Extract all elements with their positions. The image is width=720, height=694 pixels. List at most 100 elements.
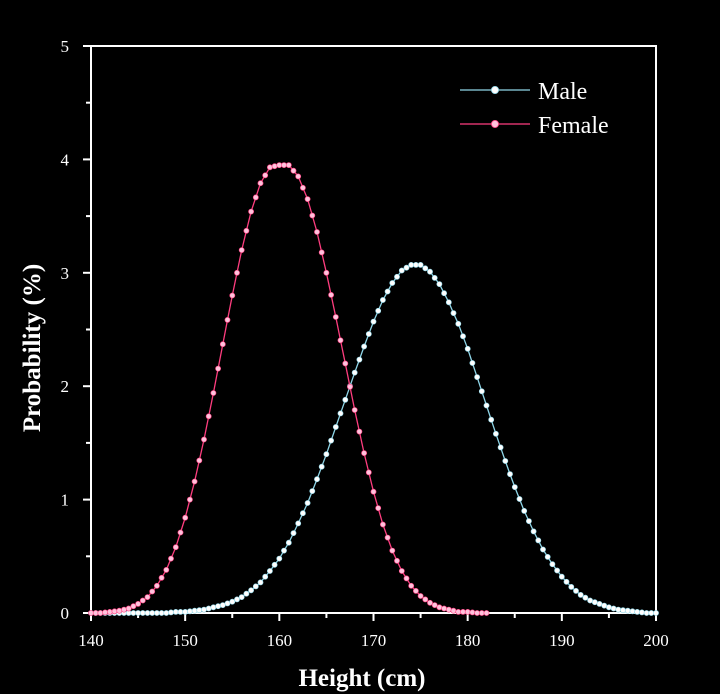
data-point-male: [224, 600, 231, 607]
data-point-female: [196, 457, 203, 464]
data-point-male: [417, 261, 424, 268]
data-point-female: [266, 164, 273, 171]
data-point-male: [375, 307, 382, 314]
data-point-female: [252, 194, 259, 201]
data-point-male: [620, 607, 626, 614]
x-tick-label: 190: [549, 631, 575, 650]
data-point-female: [417, 593, 424, 599]
data-point-female: [290, 167, 297, 174]
data-point-male: [389, 280, 396, 286]
legend: Male Female: [460, 79, 609, 139]
data-point-male: [304, 500, 311, 506]
data-point-male: [436, 281, 443, 287]
data-point-female: [144, 594, 151, 600]
data-point-male: [624, 607, 631, 614]
data-point-female: [102, 609, 108, 616]
data-point-male: [384, 288, 391, 295]
data-point-male: [248, 587, 254, 594]
data-point-female: [304, 196, 311, 202]
data-point-female: [356, 428, 363, 435]
data-point-male: [577, 592, 584, 598]
data-point-male: [168, 609, 174, 616]
data-point-male: [351, 369, 358, 376]
data-point-female: [111, 608, 118, 615]
y-tick-label: 2: [61, 377, 70, 396]
data-point-female: [441, 605, 447, 612]
x-tick-label: 180: [455, 631, 481, 650]
data-point-female: [469, 609, 476, 616]
data-point-male: [615, 606, 622, 613]
data-point-male: [196, 607, 203, 614]
data-point-female: [365, 469, 372, 476]
data-point-male: [234, 596, 240, 603]
data-point-male: [276, 555, 283, 562]
data-point-female: [431, 602, 438, 608]
data-point-female: [337, 337, 344, 344]
data-point-male: [191, 607, 198, 614]
data-point-female: [215, 365, 221, 372]
data-point-female: [427, 599, 433, 606]
data-point-male: [394, 273, 400, 280]
data-point-male: [450, 310, 457, 316]
data-point-male: [361, 343, 367, 350]
data-point-male: [398, 267, 405, 274]
data-point-male: [379, 297, 386, 303]
data-point-female: [191, 478, 198, 485]
data-point-male: [318, 463, 325, 470]
legend-marker-female: [490, 120, 499, 129]
data-point-male: [356, 356, 363, 363]
data-point-female: [182, 514, 189, 521]
data-point-male: [205, 605, 212, 612]
data-point-male: [285, 539, 292, 546]
data-point-female: [125, 605, 132, 612]
data-point-female: [248, 208, 254, 215]
data-point-female: [139, 597, 146, 604]
data-point-male: [492, 430, 499, 437]
series-line-female: [91, 164, 487, 614]
y-tick-label: 1: [61, 491, 70, 510]
series-layer: [88, 162, 659, 616]
x-axis: 140 150 160 170 180 190 200: [78, 613, 669, 650]
data-point-female: [163, 567, 170, 573]
data-point-female: [234, 269, 240, 276]
data-point-male: [332, 424, 339, 430]
data-point-male: [497, 444, 504, 451]
data-point-female: [299, 184, 306, 191]
data-point-female: [398, 568, 405, 574]
data-point-female: [445, 606, 452, 613]
data-point-male: [252, 583, 259, 590]
data-point-female: [281, 162, 287, 168]
data-point-female: [403, 575, 410, 582]
data-point-female: [135, 601, 141, 607]
data-point-female: [342, 360, 349, 367]
data-point-male: [215, 603, 221, 610]
data-point-male: [521, 507, 528, 514]
data-point-female: [172, 544, 179, 551]
data-point-male: [229, 598, 236, 605]
data-point-male: [365, 331, 372, 337]
data-point-male: [431, 274, 438, 281]
data-point-male: [262, 573, 269, 580]
data-point-female: [370, 488, 377, 495]
data-point-female: [450, 607, 457, 614]
data-point-male: [342, 396, 349, 403]
data-point-male: [582, 594, 589, 601]
data-point-male: [653, 610, 659, 616]
y-tick-label: 0: [61, 604, 70, 623]
legend-marker-male: [490, 86, 499, 95]
data-point-female: [323, 269, 330, 276]
data-point-female: [422, 596, 429, 603]
data-point-male: [257, 579, 264, 586]
data-point-male: [281, 547, 287, 554]
x-tick-label: 200: [643, 631, 669, 650]
data-point-male: [464, 345, 471, 352]
data-point-female: [464, 609, 471, 615]
data-point-female: [177, 529, 184, 536]
data-point-male: [445, 299, 452, 306]
data-point-male: [403, 264, 410, 271]
y-axis: 0 1 2 3 4 5: [61, 37, 91, 623]
data-point-female: [116, 607, 123, 614]
series-male: [88, 261, 659, 616]
data-point-female: [229, 292, 236, 299]
